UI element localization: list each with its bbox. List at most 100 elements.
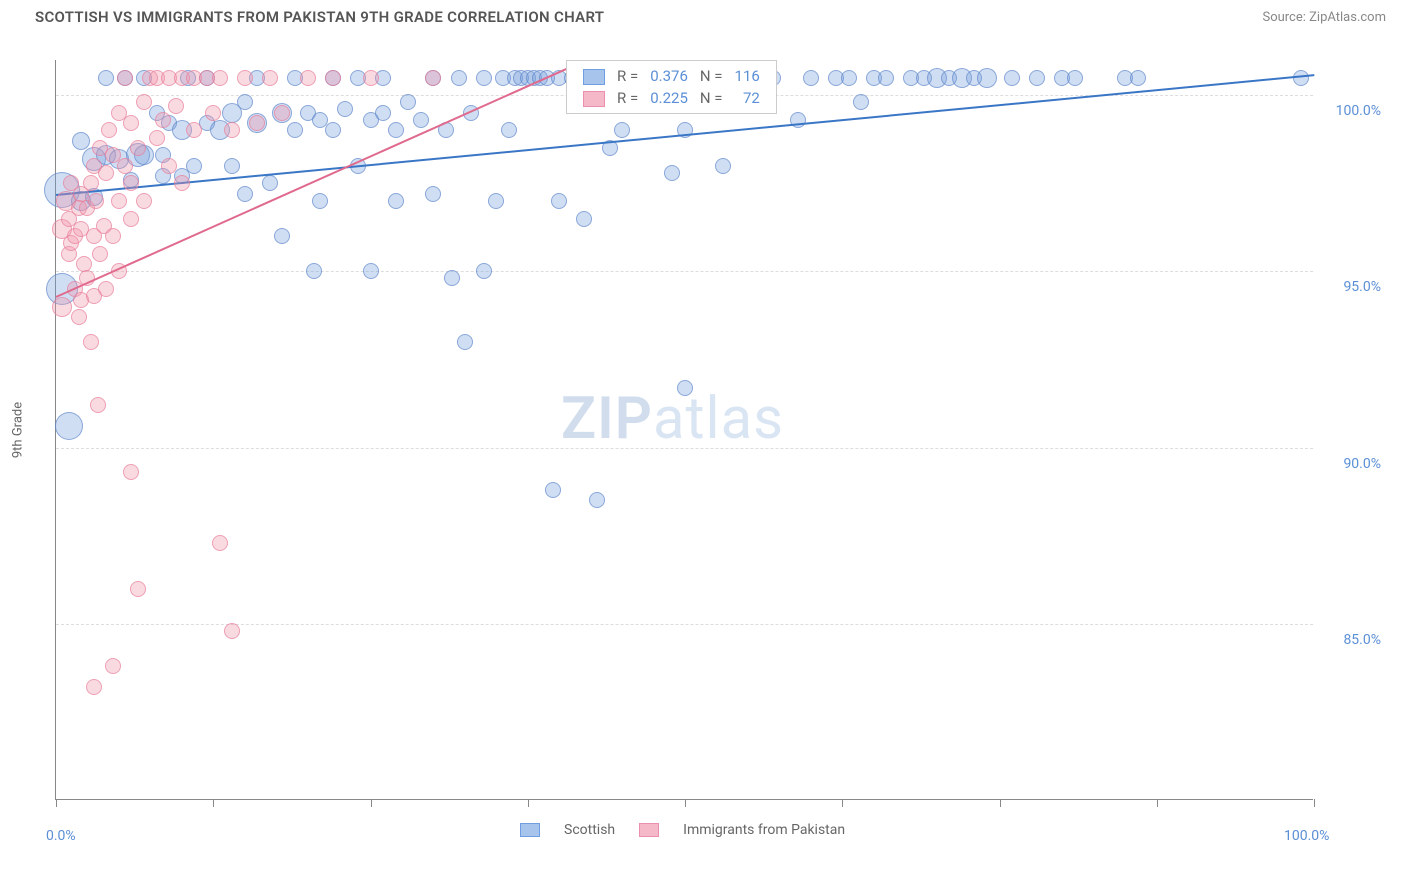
- legend-scottish-label: Scottish: [564, 822, 615, 838]
- scatter-point: [237, 94, 253, 110]
- scatter-point: [325, 122, 341, 138]
- y-tick-label: 90.0%: [1343, 456, 1381, 472]
- scatter-point: [224, 122, 240, 138]
- scatter-point: [274, 105, 290, 121]
- scatter-point: [715, 158, 731, 174]
- x-tick: [56, 799, 57, 807]
- scatter-point: [337, 101, 353, 117]
- x-tick: [842, 799, 843, 807]
- scatter-point: [589, 492, 605, 508]
- scatter-point: [977, 68, 997, 88]
- scatter-point: [237, 70, 253, 86]
- scatter-point: [476, 263, 492, 279]
- grid-line: [56, 448, 1313, 449]
- scatter-point: [287, 122, 303, 138]
- x-tick: [371, 799, 372, 807]
- scatter-point: [1067, 70, 1083, 86]
- x-tick: [1157, 799, 1158, 807]
- x-tick: [1314, 799, 1315, 807]
- scatter-point: [476, 70, 492, 86]
- scatter-point: [363, 263, 379, 279]
- scatter-point: [488, 193, 504, 209]
- x-tick: [1000, 799, 1001, 807]
- scatter-point: [212, 535, 228, 551]
- x-tick: [213, 799, 214, 807]
- scatter-point: [98, 281, 114, 297]
- scatter-point: [205, 105, 221, 121]
- y-axis-label: 9th Grade: [11, 401, 26, 457]
- scatter-point: [664, 165, 680, 181]
- scatter-point: [105, 658, 121, 674]
- scatter-point: [123, 464, 139, 480]
- scatter-point: [136, 94, 152, 110]
- scatter-point: [161, 158, 177, 174]
- scatter-point: [388, 122, 404, 138]
- scatter-point: [677, 380, 693, 396]
- scatter-point: [92, 246, 108, 262]
- legend-pakistan-label: Immigrants from Pakistan: [683, 822, 845, 838]
- scatter-point: [451, 70, 467, 86]
- chart-plot-area: 9th Grade ZIPatlas 85.0%90.0%95.0%100.0%…: [55, 60, 1313, 800]
- scatter-point: [841, 70, 857, 86]
- scatter-point: [101, 122, 117, 138]
- scatter-point: [425, 70, 441, 86]
- pakistan-swatch-icon: [639, 823, 659, 837]
- scatter-point: [614, 122, 630, 138]
- x-tick-label: 100.0%: [1284, 828, 1329, 844]
- scatter-point: [136, 193, 152, 209]
- scatter-point: [1004, 70, 1020, 86]
- scatter-point: [224, 158, 240, 174]
- scatter-point: [149, 130, 165, 146]
- scatter-point: [123, 211, 139, 227]
- scatter-point: [52, 297, 72, 317]
- scatter-point: [111, 193, 127, 209]
- scatter-point: [425, 186, 441, 202]
- scatter-point: [325, 70, 341, 86]
- scatter-point: [363, 70, 379, 86]
- scatter-point: [413, 112, 429, 128]
- scatter-point: [155, 112, 171, 128]
- scatter-point: [117, 70, 133, 86]
- source-label: Source: ZipAtlas.com: [1262, 10, 1386, 25]
- scatter-point: [551, 193, 567, 209]
- watermark: ZIPatlas: [561, 385, 784, 453]
- stats-legend: R =0.376N =116R =0.225N =72: [566, 60, 777, 114]
- scatter-point: [130, 140, 146, 156]
- scatter-point: [388, 193, 404, 209]
- scatter-point: [123, 115, 139, 131]
- scatter-point: [400, 94, 416, 110]
- x-tick: [528, 799, 529, 807]
- scatter-point: [878, 70, 894, 86]
- x-tick-label: 0.0%: [46, 828, 76, 844]
- scatter-point: [174, 175, 190, 191]
- scatter-point: [90, 397, 106, 413]
- scatter-point: [186, 158, 202, 174]
- scatter-point: [168, 98, 184, 114]
- scatter-point: [55, 412, 83, 440]
- scatter-point: [274, 228, 290, 244]
- scatter-point: [123, 175, 139, 191]
- scatter-point: [224, 623, 240, 639]
- scatter-point: [501, 122, 517, 138]
- y-tick-label: 95.0%: [1343, 279, 1381, 295]
- scatter-point: [576, 211, 592, 227]
- scatter-point: [853, 94, 869, 110]
- scatter-point: [457, 334, 473, 350]
- scatter-point: [444, 270, 460, 286]
- scatter-point: [98, 70, 114, 86]
- scatter-point: [312, 193, 328, 209]
- y-tick-label: 100.0%: [1336, 103, 1381, 119]
- scatter-point: [1130, 70, 1146, 86]
- scatter-point: [88, 193, 104, 209]
- series-legend: Scottish Immigrants from Pakistan: [520, 822, 845, 838]
- scatter-point: [262, 175, 278, 191]
- chart-title: SCOTTISH VS IMMIGRANTS FROM PAKISTAN 9TH…: [35, 8, 604, 26]
- scatter-point: [803, 70, 819, 86]
- scatter-point: [375, 105, 391, 121]
- scatter-point: [71, 309, 87, 325]
- scatter-point: [1029, 70, 1045, 86]
- scatter-point: [117, 158, 133, 174]
- scatter-point: [83, 175, 99, 191]
- scatter-point: [249, 115, 265, 131]
- scatter-point: [300, 70, 316, 86]
